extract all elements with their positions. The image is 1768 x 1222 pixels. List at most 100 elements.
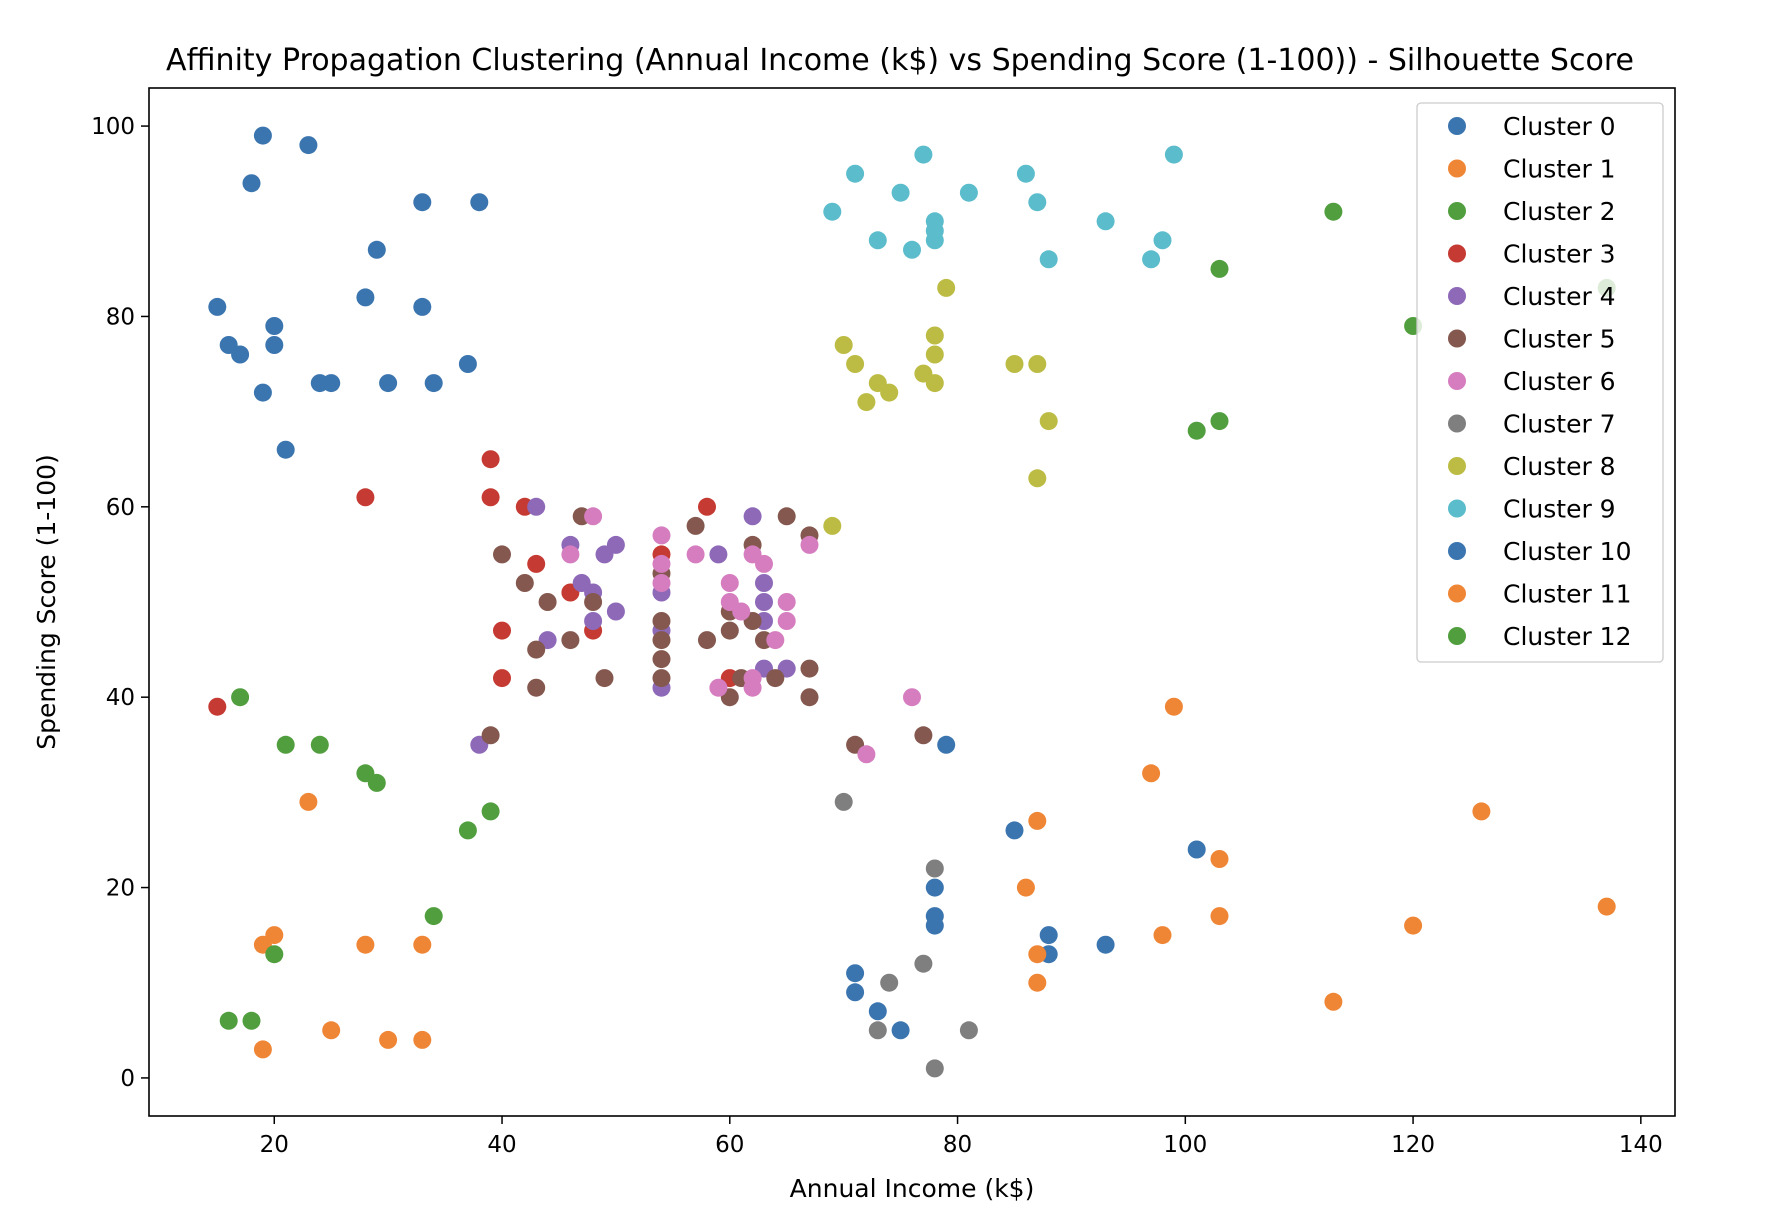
legend-marker bbox=[1448, 244, 1466, 263]
point-cluster-0 bbox=[242, 174, 261, 193]
legend-label: Cluster 2 bbox=[1503, 197, 1616, 226]
point-cluster-6 bbox=[800, 535, 819, 554]
point-cluster-7 bbox=[868, 1021, 887, 1040]
legend-label: Cluster 11 bbox=[1503, 580, 1632, 609]
x-tick-label: 140 bbox=[1619, 1132, 1663, 1158]
x-tick-label: 40 bbox=[487, 1132, 516, 1158]
point-cluster-12 bbox=[310, 735, 329, 754]
point-cluster-8 bbox=[846, 355, 865, 373]
legend-marker bbox=[1448, 372, 1466, 390]
point-cluster-5 bbox=[800, 659, 819, 678]
point-cluster-5 bbox=[800, 688, 819, 707]
point-cluster-3 bbox=[493, 669, 511, 688]
x-axis: 20 40 60 80 100 120 140 bbox=[260, 1116, 1663, 1158]
point-cluster-12 bbox=[481, 802, 500, 821]
point-cluster-0 bbox=[253, 126, 272, 145]
point-cluster-5 bbox=[686, 516, 705, 535]
point-cluster-9 bbox=[823, 202, 842, 221]
legend-marker bbox=[1448, 499, 1466, 518]
point-cluster-6 bbox=[652, 554, 671, 573]
point-cluster-5 bbox=[527, 640, 546, 659]
point-cluster-0 bbox=[276, 440, 295, 459]
point-cluster-5 bbox=[766, 669, 785, 688]
point-cluster-12 bbox=[265, 945, 284, 964]
point-cluster-0 bbox=[379, 374, 398, 393]
legend-marker bbox=[1448, 542, 1466, 560]
point-cluster-3 bbox=[481, 488, 500, 507]
point-cluster-8 bbox=[1039, 412, 1058, 431]
legend-label: Cluster 8 bbox=[1503, 452, 1616, 481]
point-cluster-4 bbox=[584, 612, 603, 630]
point-cluster-5 bbox=[584, 593, 603, 611]
point-cluster-3 bbox=[356, 488, 375, 507]
chart-title: Affinity Propagation Clustering (Annual … bbox=[166, 43, 1634, 78]
point-cluster-7 bbox=[925, 1059, 944, 1078]
point-cluster-4 bbox=[709, 545, 728, 564]
legend-marker bbox=[1448, 202, 1466, 220]
point-cluster-11 bbox=[1142, 764, 1161, 783]
legend-marker bbox=[1448, 329, 1466, 348]
x-tick-label: 100 bbox=[1163, 1132, 1207, 1158]
point-cluster-3 bbox=[527, 554, 546, 573]
point-cluster-9 bbox=[1164, 145, 1183, 164]
point-cluster-5 bbox=[652, 631, 671, 650]
point-cluster-6 bbox=[903, 688, 921, 707]
y-axis: 0 20 40 60 80 100 bbox=[91, 114, 149, 1092]
point-cluster-0 bbox=[424, 374, 443, 393]
point-cluster-7 bbox=[880, 973, 899, 992]
point-cluster-11 bbox=[1016, 878, 1035, 897]
point-cluster-6 bbox=[777, 612, 796, 630]
point-cluster-7 bbox=[959, 1021, 978, 1040]
legend-label: Cluster 12 bbox=[1503, 622, 1632, 651]
point-cluster-5 bbox=[652, 612, 671, 630]
data-points bbox=[208, 126, 1616, 1078]
point-cluster-5 bbox=[777, 507, 796, 526]
point-cluster-10 bbox=[891, 1021, 910, 1040]
point-cluster-6 bbox=[732, 602, 751, 621]
point-cluster-8 bbox=[1028, 355, 1047, 373]
point-cluster-6 bbox=[652, 574, 671, 592]
point-cluster-0 bbox=[253, 383, 272, 402]
point-cluster-8 bbox=[1028, 469, 1047, 488]
point-cluster-9 bbox=[1096, 212, 1115, 231]
point-cluster-5 bbox=[481, 726, 500, 745]
point-cluster-10 bbox=[1005, 821, 1024, 840]
point-cluster-5 bbox=[538, 593, 557, 611]
y-tick-label: 0 bbox=[120, 1066, 135, 1092]
point-cluster-6 bbox=[766, 631, 785, 650]
point-cluster-2 bbox=[1187, 421, 1206, 440]
point-cluster-9 bbox=[903, 240, 921, 259]
point-cluster-8 bbox=[1005, 355, 1024, 373]
point-cluster-12 bbox=[367, 773, 386, 792]
point-cluster-7 bbox=[914, 954, 933, 973]
legend-marker bbox=[1448, 159, 1466, 178]
point-cluster-9 bbox=[846, 164, 865, 183]
point-cluster-10 bbox=[1039, 926, 1058, 945]
point-cluster-5 bbox=[652, 669, 671, 688]
point-cluster-9 bbox=[1153, 231, 1172, 250]
point-cluster-11 bbox=[1210, 907, 1229, 926]
point-cluster-5 bbox=[914, 726, 933, 745]
legend-marker bbox=[1448, 117, 1466, 135]
point-cluster-6 bbox=[686, 545, 705, 564]
x-tick-label: 20 bbox=[260, 1132, 289, 1158]
legend-marker bbox=[1448, 627, 1466, 645]
point-cluster-7 bbox=[925, 859, 944, 878]
point-cluster-8 bbox=[834, 336, 853, 354]
point-cluster-0 bbox=[413, 297, 432, 316]
point-cluster-10 bbox=[846, 983, 865, 1002]
point-cluster-0 bbox=[356, 288, 375, 307]
point-cluster-9 bbox=[1016, 164, 1035, 183]
legend: Cluster 0 Cluster 1 Cluster 2 Cluster 3 Clus… bbox=[1416, 102, 1664, 663]
point-cluster-11 bbox=[1472, 802, 1491, 821]
point-cluster-0 bbox=[470, 193, 489, 212]
point-cluster-1 bbox=[413, 935, 432, 954]
point-cluster-8 bbox=[925, 326, 944, 345]
point-cluster-12 bbox=[231, 688, 250, 707]
legend-box bbox=[1416, 102, 1664, 663]
point-cluster-4 bbox=[743, 507, 762, 526]
point-cluster-10 bbox=[846, 964, 865, 983]
point-cluster-6 bbox=[743, 678, 762, 697]
point-cluster-0 bbox=[299, 136, 318, 155]
